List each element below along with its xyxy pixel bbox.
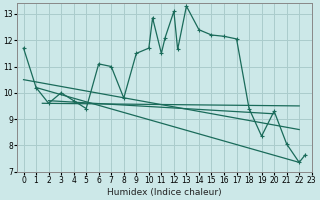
X-axis label: Humidex (Indice chaleur): Humidex (Indice chaleur): [107, 188, 222, 197]
